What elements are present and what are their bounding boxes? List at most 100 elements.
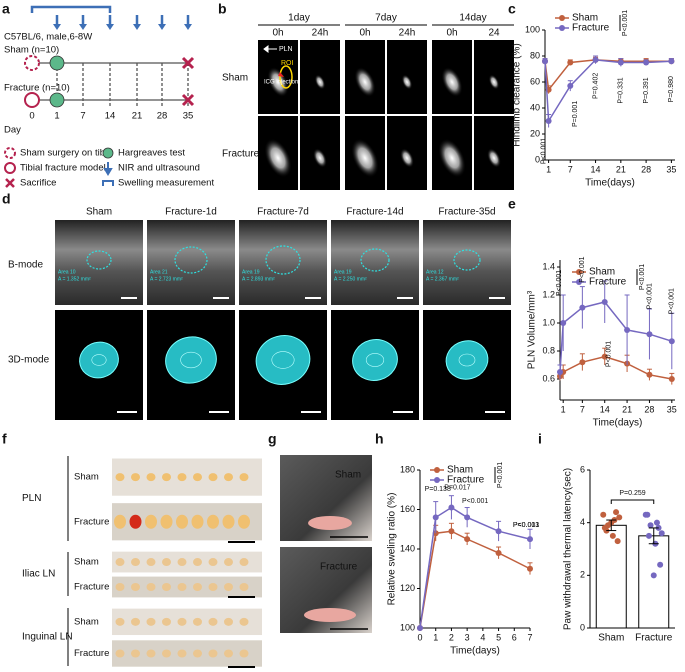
annotation: P<0.001	[606, 341, 613, 367]
icon	[4, 147, 16, 159]
legend-text: NIR and ultrasound	[118, 163, 200, 174]
callout: ROI	[281, 60, 294, 67]
node	[224, 617, 233, 626]
node	[146, 558, 156, 567]
x-tick-label: 6	[512, 632, 517, 642]
nir-signal	[400, 148, 414, 168]
area-label: A = 2.723 mm²	[150, 276, 183, 282]
data-point	[646, 371, 653, 378]
surgery-icon	[24, 92, 40, 108]
data-point	[644, 511, 651, 518]
b-mode-image	[331, 220, 419, 305]
legend-text: Sacrifice	[20, 178, 56, 189]
x-axis-label: Time(days)	[450, 646, 500, 657]
data-point	[643, 59, 650, 66]
injection	[278, 72, 284, 77]
legend-text: Sham surgery on tibia	[20, 148, 113, 159]
3d-node-core	[180, 351, 202, 369]
icon	[5, 178, 15, 188]
data-point	[613, 509, 620, 516]
data-point	[495, 528, 502, 535]
panel-label: h	[375, 431, 384, 447]
panel-label: f	[2, 431, 7, 447]
data-point	[609, 532, 616, 539]
3d-node	[79, 341, 119, 379]
column-label: Fracture-1d	[165, 207, 217, 218]
timepoint: 1day	[288, 13, 310, 24]
group-label: Fracture (n=10)	[4, 83, 70, 94]
arrow-head	[106, 24, 114, 30]
node	[160, 514, 173, 529]
surgery-icon	[24, 55, 40, 71]
column-label: Fracture-14d	[346, 207, 403, 218]
y-tick-label: 1.0	[542, 317, 555, 327]
annotation: P<0.001	[646, 283, 653, 309]
group-label: Fracture	[74, 516, 109, 527]
panel-label: e	[508, 196, 516, 212]
annotation: P=0.980	[668, 76, 675, 102]
data-point	[658, 530, 665, 537]
annotation: P=0.402	[592, 73, 599, 99]
node	[131, 583, 140, 591]
paw-label: Sham	[335, 470, 361, 481]
y-tick-label: 180	[400, 464, 415, 474]
y-tick-label: 1.2	[542, 289, 555, 299]
x-tick-label: 28	[644, 404, 654, 414]
annotation: P=0.391	[643, 77, 650, 103]
area-label: Area 19	[334, 269, 352, 275]
node	[208, 617, 218, 626]
data-point	[579, 304, 586, 311]
y-tick-label: 1.4	[542, 261, 555, 271]
bracket	[30, 5, 112, 13]
area-label: Area 10	[58, 269, 76, 275]
annotation: P=0.138	[425, 486, 451, 493]
node	[224, 583, 233, 591]
series-line	[419, 506, 531, 629]
3d-node-core	[458, 353, 476, 367]
data-point	[567, 82, 574, 89]
data-point	[647, 522, 654, 529]
node	[193, 473, 202, 482]
arrow-head	[184, 24, 192, 30]
data-point	[653, 519, 660, 526]
node-photo	[112, 576, 262, 598]
series-line	[544, 59, 672, 124]
annotation: P<0.001	[513, 522, 539, 529]
time-label: 0h	[359, 28, 370, 39]
legend-text: Tibial fracture model	[20, 163, 106, 174]
icon	[102, 147, 114, 159]
annotation: P=0.001	[572, 101, 579, 127]
roi	[279, 65, 293, 89]
data-point	[614, 538, 621, 545]
legend-note: P<0.001	[639, 264, 646, 290]
paw	[308, 516, 352, 530]
annotation: P=0.331	[618, 77, 625, 103]
nir-signal	[267, 67, 289, 97]
timepoint: 14day	[459, 13, 486, 24]
area-label: Area 21	[150, 269, 168, 275]
y-tick-label: 40	[530, 102, 540, 112]
data-point	[650, 572, 657, 579]
x-tick-label: 14	[591, 164, 601, 174]
day-number: 0	[29, 111, 34, 122]
nir-signal	[487, 148, 501, 168]
series-line	[544, 59, 672, 92]
time-label: 0h	[272, 28, 283, 39]
panel-label: d	[2, 191, 11, 207]
x-tick-label: Fracture	[635, 633, 673, 644]
callout: ICG injection	[264, 80, 298, 86]
data-point	[560, 320, 567, 326]
column-label: Fracture-35d	[438, 207, 495, 218]
time-label: 24	[488, 28, 500, 39]
area-label: A = 2.367 mm²	[426, 276, 459, 282]
node	[146, 583, 156, 591]
node-outline	[86, 250, 112, 270]
legend-marker	[559, 15, 565, 21]
group-label: Fracture	[74, 648, 109, 659]
legend-label: Fracture	[589, 277, 627, 288]
panel-label: a	[2, 1, 10, 17]
x-tick-label: 2	[449, 632, 454, 642]
time-label: 24h	[312, 28, 329, 39]
x-tick-label: 1	[561, 404, 566, 414]
